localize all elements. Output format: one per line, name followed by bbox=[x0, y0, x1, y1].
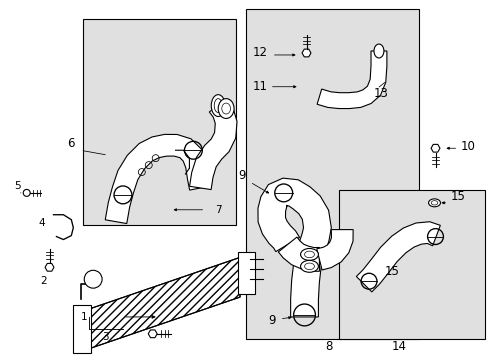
Polygon shape bbox=[317, 51, 386, 109]
Polygon shape bbox=[189, 99, 237, 190]
Polygon shape bbox=[258, 178, 331, 317]
Ellipse shape bbox=[211, 95, 224, 117]
Text: 15: 15 bbox=[384, 265, 399, 278]
Text: 5: 5 bbox=[15, 181, 21, 191]
Text: 9: 9 bbox=[267, 314, 275, 327]
Text: 9: 9 bbox=[238, 168, 245, 181]
Polygon shape bbox=[105, 134, 211, 224]
Ellipse shape bbox=[304, 263, 314, 270]
Polygon shape bbox=[45, 264, 54, 271]
Text: 4: 4 bbox=[38, 218, 45, 228]
Polygon shape bbox=[316, 230, 352, 270]
Circle shape bbox=[84, 270, 102, 288]
Ellipse shape bbox=[373, 44, 383, 58]
Circle shape bbox=[23, 189, 30, 196]
Ellipse shape bbox=[304, 251, 314, 258]
Polygon shape bbox=[430, 144, 439, 152]
Ellipse shape bbox=[427, 199, 440, 207]
Polygon shape bbox=[148, 330, 157, 338]
Text: 8: 8 bbox=[325, 340, 332, 353]
Bar bbox=[245, 9, 418, 339]
Text: 3: 3 bbox=[102, 332, 109, 342]
Polygon shape bbox=[278, 237, 319, 271]
Ellipse shape bbox=[222, 103, 230, 114]
Text: 1: 1 bbox=[81, 312, 87, 322]
Text: 13: 13 bbox=[373, 87, 388, 100]
Text: 14: 14 bbox=[390, 340, 406, 353]
Text: 11: 11 bbox=[252, 80, 267, 93]
Ellipse shape bbox=[300, 260, 318, 272]
Text: 10: 10 bbox=[459, 140, 474, 153]
Bar bbox=[339, 190, 484, 339]
Polygon shape bbox=[302, 49, 310, 57]
Polygon shape bbox=[89, 257, 240, 349]
Bar bbox=[83, 19, 236, 225]
Text: 2: 2 bbox=[40, 276, 47, 286]
Polygon shape bbox=[356, 222, 439, 292]
Text: 15: 15 bbox=[449, 190, 464, 203]
Ellipse shape bbox=[430, 201, 437, 205]
Ellipse shape bbox=[300, 248, 318, 260]
Text: 7: 7 bbox=[215, 205, 222, 215]
Polygon shape bbox=[73, 305, 91, 353]
Text: 12: 12 bbox=[252, 46, 267, 59]
Text: 6: 6 bbox=[67, 137, 75, 150]
Polygon shape bbox=[238, 252, 254, 294]
Ellipse shape bbox=[218, 99, 234, 118]
